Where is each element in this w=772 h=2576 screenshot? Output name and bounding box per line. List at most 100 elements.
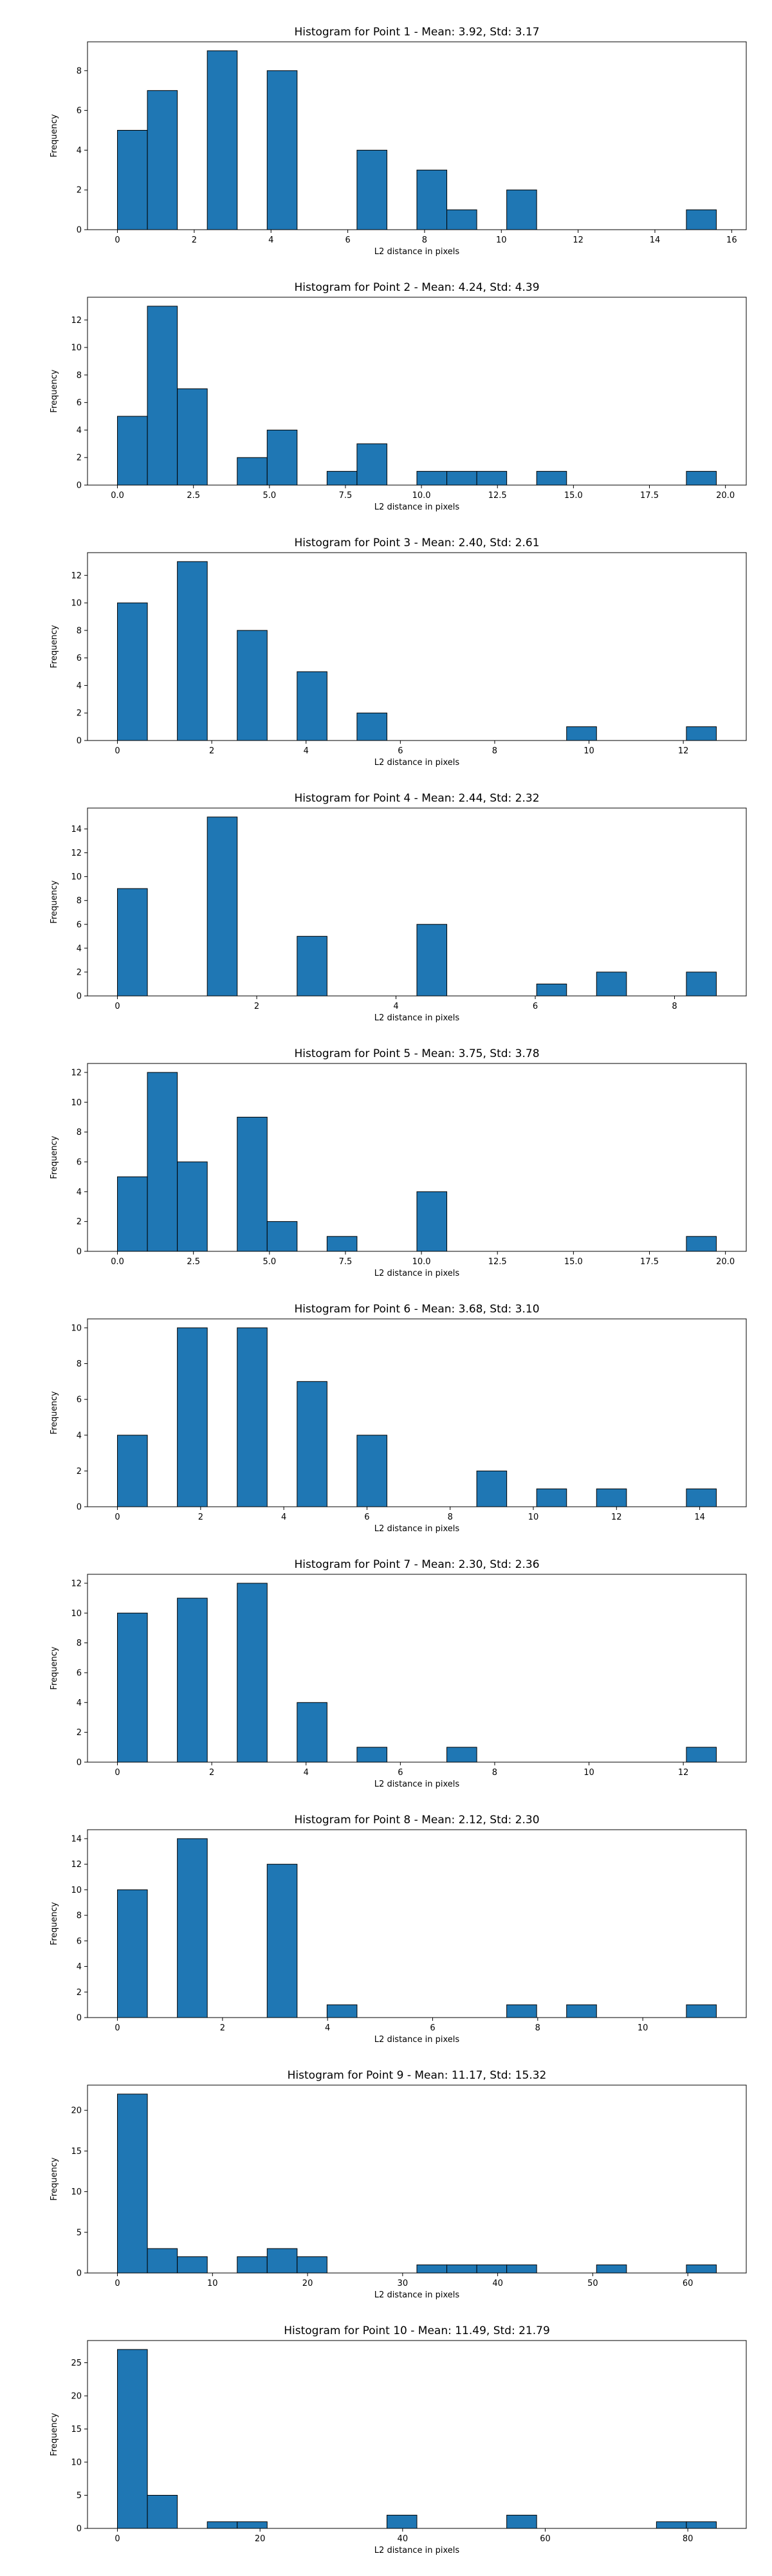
histogram-bar (686, 726, 717, 741)
histogram-bar (266, 1221, 298, 1252)
histogram-panel: Histogram for Point 9 - Mean: 11.17, Std… (50, 2069, 747, 2300)
y-tick-label: 20 (71, 2106, 82, 2116)
x-tick-label: 0 (115, 2279, 120, 2288)
x-tick-label: 0 (115, 2023, 120, 2033)
histogram-bar (656, 2521, 687, 2529)
histogram-bar (356, 1747, 387, 1763)
histogram-bar (686, 471, 717, 486)
y-tick-label: 12 (71, 1860, 82, 1870)
y-tick-label: 12 (71, 849, 82, 858)
x-tick-label: 10.0 (412, 1257, 431, 1267)
histogram-panel: Histogram for Point 6 - Mean: 3.68, Std:… (50, 1303, 747, 1534)
y-tick-label: 10 (71, 1609, 82, 1619)
x-tick-label: 2 (198, 1513, 203, 1522)
x-tick-label: 6 (430, 2023, 435, 2033)
histogram-bar (686, 971, 717, 997)
x-tick-label: 2.5 (187, 491, 200, 501)
histogram-bar (117, 602, 148, 741)
histogram-bar (536, 983, 567, 997)
x-tick-label: 6 (533, 1002, 538, 1011)
y-tick-label: 0 (77, 2269, 82, 2279)
x-tick-label: 40 (398, 2534, 409, 2544)
y-tick-label: 6 (77, 920, 82, 930)
histogram-bar (117, 1612, 148, 1763)
histogram-bar (416, 2264, 448, 2274)
histogram-bar (326, 471, 358, 486)
x-tick-label: 15.0 (564, 1257, 583, 1267)
histogram-bar (207, 816, 238, 997)
x-tick-label: 0 (115, 2534, 120, 2544)
histogram-bar (686, 1488, 717, 1507)
histogram-bar (326, 2004, 358, 2018)
x-tick-label: 80 (683, 2534, 694, 2544)
plot-frame (87, 552, 747, 741)
x-tick-label: 4 (393, 1002, 398, 1011)
plot-frame (87, 2340, 747, 2529)
x-tick-label: 0.0 (111, 491, 124, 501)
x-axis-label: L2 distance in pixels (374, 1269, 460, 1278)
histogram-panel: Histogram for Point 1 - Mean: 3.92, Std:… (50, 26, 747, 257)
histogram-bar (266, 429, 298, 486)
x-tick-label: 4 (268, 235, 273, 245)
y-axis-label: Frequency (50, 114, 59, 157)
x-tick-label: 4 (304, 746, 309, 756)
x-tick-label: 8 (672, 1002, 677, 1011)
histogram-bar (686, 209, 717, 230)
histogram-panel: Histogram for Point 8 - Mean: 2.12, Std:… (50, 1814, 747, 2045)
x-tick-label: 40 (492, 2279, 503, 2288)
histogram-bar (416, 471, 448, 486)
histogram-bar (386, 2514, 418, 2529)
x-tick-label: 10 (584, 1768, 594, 1778)
plot-frame (87, 1063, 747, 1252)
histogram-bar (117, 416, 148, 486)
y-axis-label: Frequency (50, 880, 59, 923)
histogram-bar (596, 1488, 627, 1507)
y-tick-label: 2 (77, 186, 82, 196)
histogram-bar (326, 1236, 358, 1252)
x-axis-label: L2 distance in pixels (374, 758, 460, 768)
chart-title: Histogram for Point 8 - Mean: 2.12, Std:… (294, 1814, 539, 1826)
histogram-bar (147, 1072, 178, 1252)
x-tick-label: 30 (398, 2279, 409, 2288)
y-tick-label: 4 (77, 1698, 82, 1708)
y-tick-label: 4 (77, 426, 82, 436)
x-tick-label: 8 (422, 235, 427, 245)
y-tick-label: 6 (77, 1668, 82, 1678)
plot-frame (87, 1318, 747, 1507)
y-axis-label: Frequency (50, 1391, 59, 1434)
y-tick-label: 4 (77, 944, 82, 953)
y-axis-label: Frequency (50, 1136, 59, 1179)
histogram-bar (686, 2004, 717, 2018)
x-tick-label: 2 (220, 2023, 225, 2033)
histogram-bar (117, 2349, 148, 2529)
histogram-bar (266, 2248, 298, 2274)
x-axis-label: L2 distance in pixels (374, 1013, 460, 1023)
y-tick-label: 2 (77, 454, 82, 463)
y-tick-label: 15 (71, 2147, 82, 2157)
x-tick-label: 17.5 (640, 1257, 659, 1267)
x-tick-label: 4 (304, 1768, 309, 1778)
x-tick-label: 12.5 (488, 1257, 507, 1267)
histogram-bar (177, 1597, 208, 1763)
chart-title: Histogram for Point 10 - Mean: 11.49, St… (284, 2324, 550, 2337)
y-axis-label: Frequency (50, 2157, 59, 2200)
x-tick-label: 8 (448, 1513, 453, 1522)
y-tick-label: 12 (71, 1068, 82, 1078)
y-tick-label: 12 (71, 1579, 82, 1588)
histogram-bar (686, 1747, 717, 1763)
x-tick-label: 6 (398, 1768, 403, 1778)
histogram-panel: Histogram for Point 5 - Mean: 3.75, Std:… (50, 1047, 747, 1278)
histogram-bar (536, 1488, 567, 1507)
y-axis-label: Frequency (50, 1646, 59, 1689)
y-axis-label: Frequency (50, 2413, 59, 2456)
y-tick-label: 10 (71, 2458, 82, 2468)
y-tick-label: 0 (77, 1247, 82, 1257)
x-tick-label: 16 (726, 235, 737, 245)
x-tick-label: 10 (584, 746, 594, 756)
x-tick-label: 50 (587, 2279, 598, 2288)
x-axis-label: L2 distance in pixels (374, 1524, 460, 1534)
plot-frame (87, 41, 747, 230)
y-tick-label: 5 (77, 2491, 82, 2501)
histogram-bar (297, 671, 327, 741)
y-tick-label: 2 (77, 1988, 82, 1998)
